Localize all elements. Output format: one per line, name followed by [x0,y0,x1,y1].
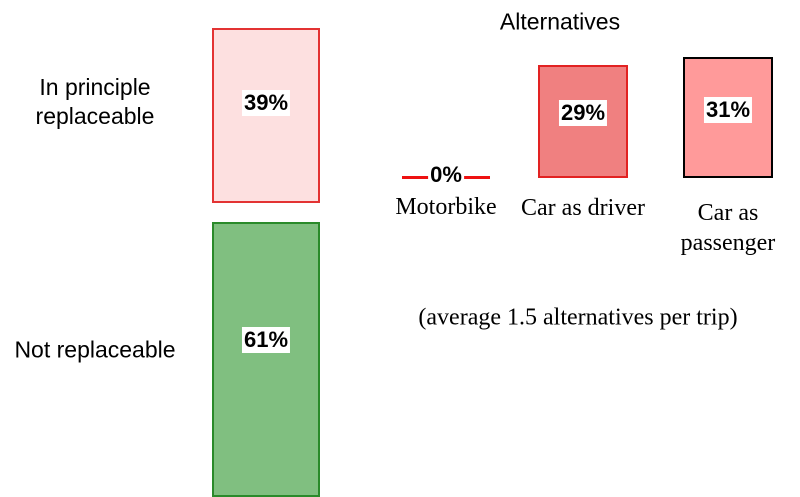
category-label: In principle replaceable [35,74,155,129]
page: Alternatives (average 1.5 alternatives p… [14,8,776,497]
category-label: Motorbike [395,194,497,220]
bar-segment [212,222,320,497]
value-label: 61% [241,327,291,353]
bar-segment [212,27,320,203]
value-label: 29% [558,100,608,127]
value-label: 39% [241,90,291,116]
category-label: Car as passenger [680,200,776,256]
note: (average 1.5 alternatives per trip) [418,304,738,331]
category-label: Not replaceable [14,336,176,363]
value-label: 31% [703,96,753,123]
category-label: Car as driver [521,195,645,221]
chart-title: Alternatives [499,8,621,35]
value-label: 0% [428,162,464,188]
